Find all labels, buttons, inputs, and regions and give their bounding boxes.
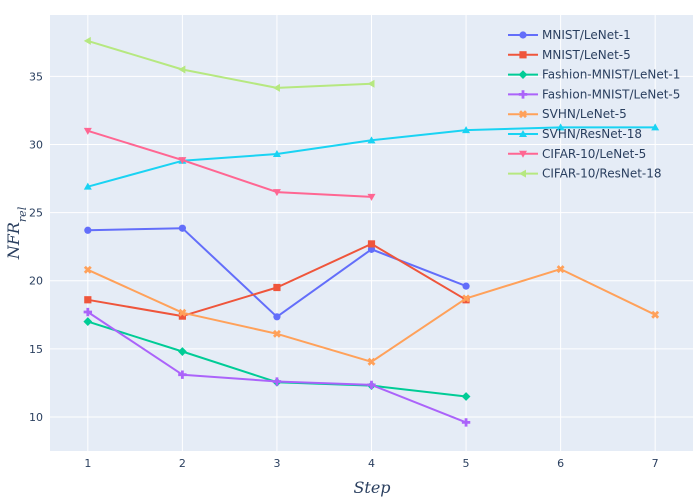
data-point [272, 149, 281, 157]
series-3 [83, 307, 471, 427]
x-axis-title: Step [353, 478, 390, 497]
legend-marker [519, 31, 527, 39]
data-point [651, 123, 660, 131]
x-tick-label: 4 [368, 457, 375, 470]
legend-label: SVHN/LeNet-5 [542, 107, 627, 121]
data-point [177, 347, 187, 356]
data-point [367, 193, 376, 201]
data-point [83, 182, 92, 190]
x-tick-labels: 1 2 3 4 5 6 7 [84, 457, 658, 470]
data-point [367, 136, 376, 144]
legend-label: MNIST/LeNet-1 [542, 28, 631, 42]
y-tick-labels: 10 15 20 25 30 35 [29, 70, 43, 424]
legend-marker [519, 130, 527, 137]
legend-item[interactable]: CIFAR-10/ResNet-18 [508, 167, 662, 181]
data-point [367, 240, 376, 248]
series-4 [83, 265, 660, 366]
y-tick-label: 35 [29, 70, 43, 83]
series-line [87, 129, 372, 198]
y-tick-label: 10 [29, 411, 43, 424]
legend-item[interactable]: SVHN/LeNet-5 [508, 107, 627, 121]
x-tick-label: 7 [652, 457, 659, 470]
data-point [272, 189, 281, 197]
data-point [367, 245, 376, 253]
data-point [367, 79, 375, 88]
legend-label: CIFAR-10/ResNet-18 [542, 167, 662, 181]
legend-item[interactable]: MNIST/LeNet-5 [508, 48, 631, 62]
data-point [367, 380, 376, 390]
x-tick-label: 2 [179, 457, 186, 470]
data-point [83, 307, 93, 317]
data-point [272, 377, 282, 386]
legend-marker [518, 70, 528, 79]
data-point [84, 296, 92, 304]
y-tick-label: 20 [29, 275, 43, 288]
data-point [178, 370, 187, 379]
legend-marker [518, 90, 528, 99]
legend[interactable]: MNIST/LeNet-1 MNIST/LeNet-5 Fashion-MNIST/… [508, 28, 680, 181]
data-point [178, 157, 187, 165]
y-tick-label: 30 [29, 138, 43, 151]
legend-label: CIFAR-10/LeNet-5 [542, 147, 646, 161]
data-point [273, 283, 281, 292]
data-point [651, 310, 660, 319]
series-6 [83, 127, 376, 201]
y-axis-title: NFRrel [4, 206, 29, 260]
data-point [83, 36, 91, 45]
data-point [462, 126, 471, 134]
data-point [367, 357, 376, 366]
data-point [84, 226, 92, 234]
legend-label: SVHN/ResNet-18 [542, 127, 642, 141]
y-tick-label: 25 [29, 207, 43, 220]
data-point [178, 308, 187, 317]
legend-item[interactable]: MNIST/LeNet-1 [508, 28, 631, 42]
legend-item[interactable]: CIFAR-10/LeNet-5 [508, 147, 646, 161]
series-lines [83, 36, 660, 427]
data-point [462, 294, 471, 303]
data-point [556, 265, 565, 274]
data-point [178, 65, 186, 74]
x-tick-label: 1 [84, 457, 91, 470]
data-point [272, 83, 280, 92]
legend-item[interactable]: Fashion-MNIST/LeNet-1 [508, 68, 680, 82]
data-point [178, 312, 186, 320]
legend-marker [519, 51, 527, 59]
x-tick-label: 6 [557, 457, 564, 470]
legend-label: Fashion-MNIST/LeNet-1 [542, 68, 680, 82]
legend-marker [519, 169, 526, 178]
legend-marker [519, 150, 527, 158]
data-point [83, 317, 93, 326]
legend-item[interactable]: Fashion-MNIST/LeNet-5 [508, 87, 680, 101]
data-point [273, 313, 281, 321]
legend-marker [519, 110, 527, 119]
series-7 [83, 36, 375, 92]
y-tick-label: 15 [29, 343, 43, 356]
data-point [461, 418, 471, 427]
x-tick-label: 3 [273, 457, 280, 470]
data-point [178, 224, 186, 232]
legend-item[interactable]: SVHN/ResNet-18 [508, 127, 642, 141]
legend-label: MNIST/LeNet-5 [542, 48, 631, 62]
data-point [272, 329, 281, 338]
data-point [462, 282, 470, 290]
data-point [461, 392, 471, 401]
data-point [83, 127, 92, 135]
data-point [556, 123, 565, 131]
data-point [83, 265, 92, 274]
x-tick-label: 5 [463, 457, 470, 470]
legend-label: Fashion-MNIST/LeNet-5 [542, 87, 680, 101]
series-line [87, 39, 372, 89]
